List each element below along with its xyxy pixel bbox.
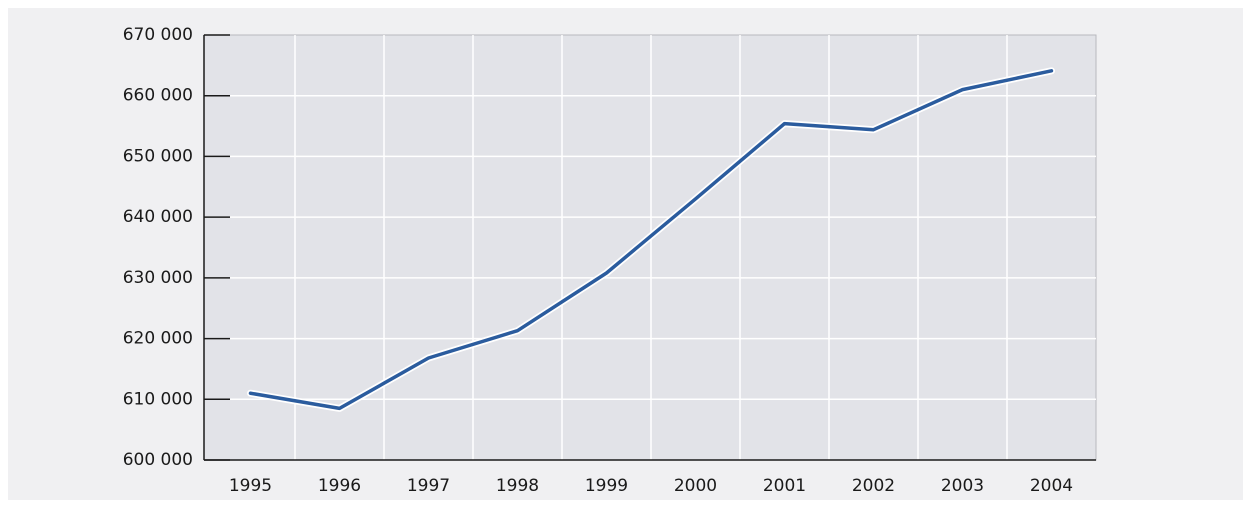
y-tick-label: 600 000 xyxy=(123,450,193,470)
y-tick-label: 610 000 xyxy=(123,389,193,409)
x-tick-label: 1998 xyxy=(496,476,539,496)
x-tick-label: 1996 xyxy=(318,476,361,496)
y-tick-label: 630 000 xyxy=(123,268,193,288)
x-tick-label: 2001 xyxy=(763,476,806,496)
x-tick-label: 1995 xyxy=(229,476,272,496)
x-tick-label: 2004 xyxy=(1030,476,1073,496)
y-tick-label: 640 000 xyxy=(123,207,193,227)
x-tick-label: 1999 xyxy=(585,476,628,496)
x-tick-label: 2003 xyxy=(941,476,984,496)
x-tick-label: 2002 xyxy=(852,476,895,496)
y-tick-label: 670 000 xyxy=(123,25,193,45)
x-tick-label: 1997 xyxy=(407,476,450,496)
plot-area xyxy=(203,34,1097,461)
data-line xyxy=(248,69,1054,411)
y-tick-label: 620 000 xyxy=(123,329,193,349)
y-tick-label: 660 000 xyxy=(123,86,193,106)
y-tick-label: 650 000 xyxy=(123,146,193,166)
x-tick-label: 2000 xyxy=(674,476,717,496)
